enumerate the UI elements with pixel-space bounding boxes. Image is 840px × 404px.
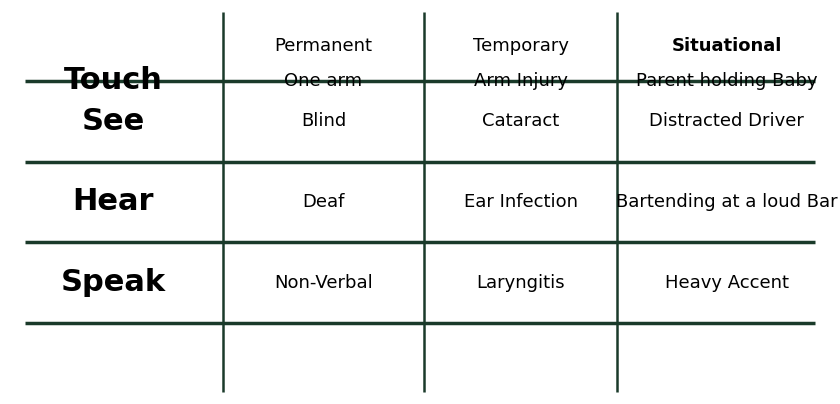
Text: Touch: Touch — [64, 66, 163, 95]
Text: Situational: Situational — [671, 38, 782, 55]
Text: Heavy Accent: Heavy Accent — [664, 274, 789, 292]
Text: Permanent: Permanent — [275, 38, 372, 55]
Text: Cataract: Cataract — [482, 112, 559, 130]
Text: Deaf: Deaf — [302, 193, 344, 211]
Text: One arm: One arm — [284, 72, 363, 90]
Text: Arm Injury: Arm Injury — [474, 72, 568, 90]
Text: Bartending at a loud Bar: Bartending at a loud Bar — [616, 193, 837, 211]
Text: See: See — [81, 107, 145, 136]
Text: Hear: Hear — [72, 187, 155, 217]
Text: Blind: Blind — [301, 112, 346, 130]
Text: Speak: Speak — [60, 268, 166, 297]
Text: Temporary: Temporary — [473, 38, 569, 55]
Text: Parent holding Baby: Parent holding Baby — [636, 72, 817, 90]
Text: Ear Infection: Ear Infection — [464, 193, 578, 211]
Text: Laryngitis: Laryngitis — [476, 274, 565, 292]
Text: Distracted Driver: Distracted Driver — [649, 112, 804, 130]
Text: Non-Verbal: Non-Verbal — [274, 274, 373, 292]
